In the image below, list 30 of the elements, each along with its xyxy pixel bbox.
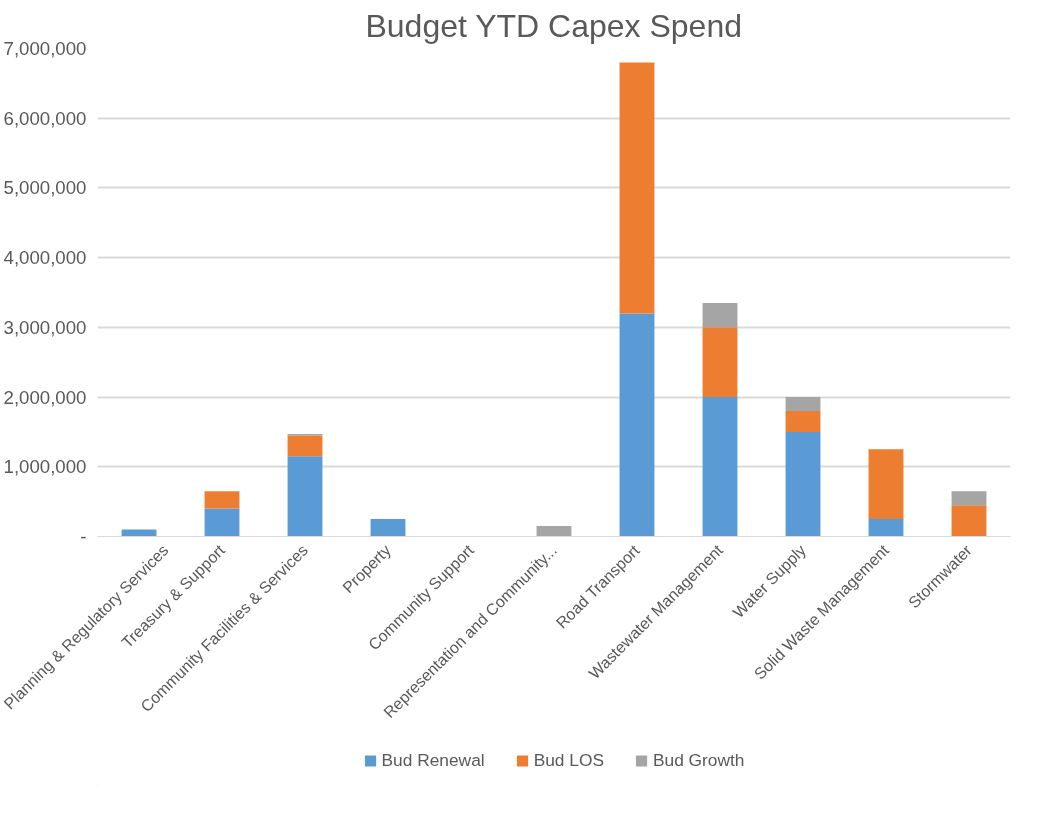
bar <box>370 519 406 537</box>
bar <box>702 327 738 398</box>
chart-title: Budget YTD Capex Spend <box>365 7 742 44</box>
bar <box>868 449 904 520</box>
y-tick-label: 6,000,000 <box>3 107 87 129</box>
legend-label: Bud LOS <box>533 749 604 771</box>
bar <box>785 411 821 432</box>
bar <box>951 491 987 506</box>
bar <box>785 431 821 537</box>
bar <box>204 491 240 509</box>
bar <box>951 505 987 537</box>
y-tick-label: 4,000,000 <box>3 247 87 269</box>
legend-label: Bud Growth <box>652 749 745 771</box>
y-tick-label: 5,000,000 <box>3 177 87 199</box>
bar <box>204 508 240 537</box>
bar <box>287 456 323 537</box>
y-tick-label: 2,000,000 <box>3 386 87 408</box>
bar <box>785 397 821 412</box>
y-tick-label: 1,000,000 <box>3 456 87 478</box>
bar <box>868 519 904 537</box>
bar <box>619 62 655 314</box>
bar <box>287 435 323 457</box>
bar <box>619 313 655 537</box>
y-tick-label: 3,000,000 <box>3 316 87 338</box>
legend-label: Bud Renewal <box>381 749 485 771</box>
bar <box>702 397 738 537</box>
y-tick-label: 7,000,000 <box>3 38 87 59</box>
bar <box>536 526 572 537</box>
y-tick-label: - <box>80 526 87 547</box>
bar <box>702 302 738 328</box>
